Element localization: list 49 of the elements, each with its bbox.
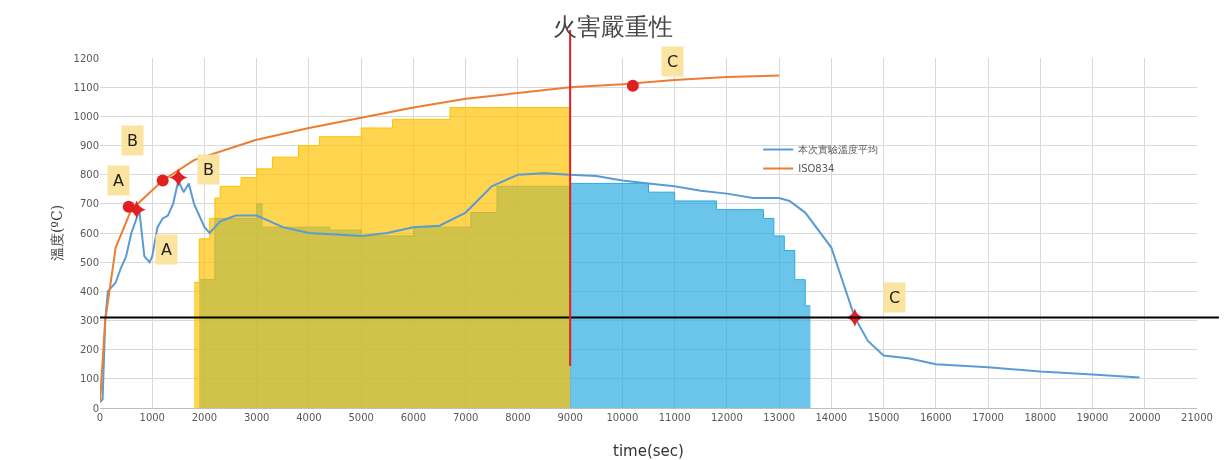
y-tick-label: 900 <box>79 140 99 151</box>
legend-label: ISO834 <box>798 163 835 175</box>
y-tick-label: 100 <box>79 373 99 385</box>
x-axis-title: time(sec) <box>613 442 684 460</box>
annotation: A <box>161 240 172 259</box>
chart-title: 火害嚴重性 <box>552 13 673 42</box>
x-tick-label: 6000 <box>400 412 427 423</box>
legend-label: 本次實驗溫度平均 <box>798 144 879 156</box>
y-tick-label: 300 <box>79 315 99 326</box>
y-axis-title: 溫度(ºC) <box>49 204 65 262</box>
x-tick-label: 17000 <box>972 412 1004 423</box>
y-tick-label: 600 <box>79 227 99 239</box>
x-tick-label: 15000 <box>867 412 900 423</box>
annotation: C <box>889 288 901 307</box>
x-tick-label: 11000 <box>658 412 691 423</box>
line-series <box>100 74 781 404</box>
y-tick-label: 1000 <box>73 110 99 122</box>
y-tick-label: 0 <box>92 402 99 414</box>
x-tick-label: 14000 <box>815 412 848 423</box>
y-tick-label: 500 <box>79 256 99 268</box>
x-tick-label: 4000 <box>296 412 322 423</box>
x-tick-label: 13000 <box>763 412 796 423</box>
x-tick-label: 10000 <box>606 412 639 423</box>
x-tick-label: 9000 <box>557 412 583 423</box>
x-tick-label: 18000 <box>1024 412 1057 423</box>
y-tick-label: 200 <box>79 344 99 356</box>
y-tick-label: 800 <box>79 169 99 181</box>
x-tick-label: 5000 <box>348 412 374 423</box>
x-tick-label: 7000 <box>452 412 479 423</box>
x-tick-label: 12000 <box>710 412 743 423</box>
annotation: B <box>203 160 214 179</box>
x-tick-label: 2000 <box>191 412 218 423</box>
x-tick-label: 20000 <box>1128 412 1161 423</box>
x-tick-label: 19000 <box>1076 412 1109 423</box>
annotation: A <box>113 171 124 190</box>
y-tick-label: 1200 <box>73 52 99 64</box>
x-tick-label: 8000 <box>505 412 531 423</box>
point <box>626 79 639 92</box>
y-tick-label: 400 <box>79 285 99 297</box>
annotation: C <box>667 52 679 71</box>
x-tick-label: 1000 <box>139 412 165 423</box>
y-tick-label: 700 <box>79 198 99 210</box>
x-tick-label: 21000 <box>1181 412 1213 423</box>
x-tick-label: 3000 <box>243 412 270 423</box>
x-tick-label: 16000 <box>919 412 952 423</box>
y-tick-label: 1100 <box>73 81 99 93</box>
annotation: B <box>127 131 138 150</box>
point <box>156 174 169 187</box>
point <box>169 168 188 187</box>
